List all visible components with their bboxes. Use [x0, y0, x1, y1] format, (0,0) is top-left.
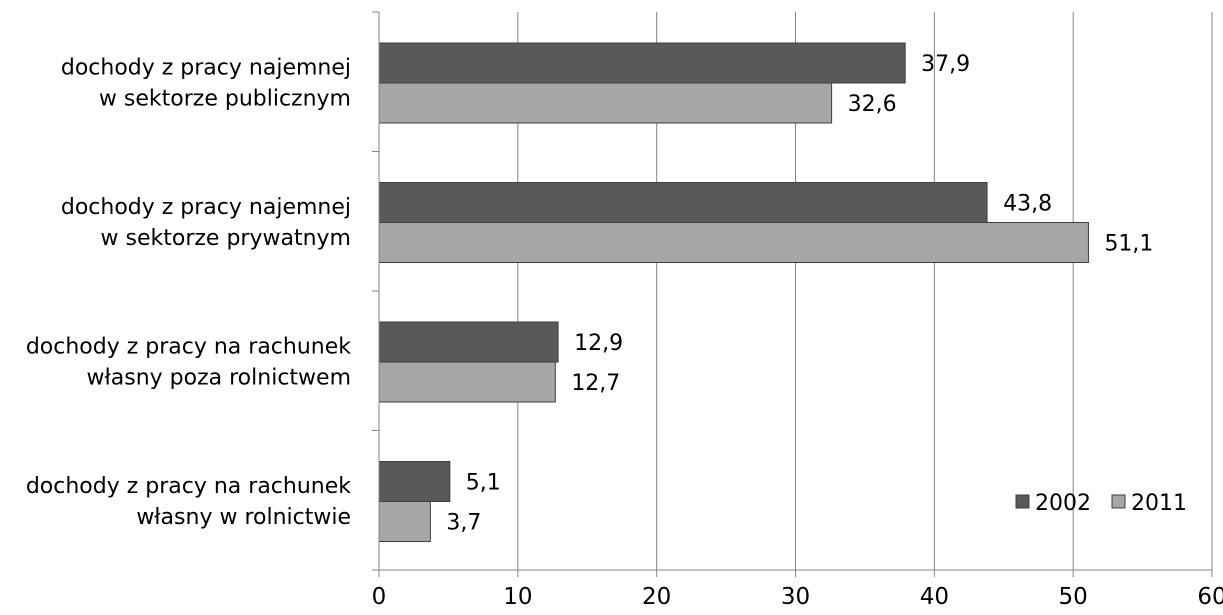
data-label: 43,8 — [1003, 192, 1052, 217]
data-label: 3,7 — [446, 511, 481, 536]
legend-swatch-2002 — [1015, 494, 1030, 509]
bar-2002 — [378, 461, 451, 502]
category-label: dochody z pracy na rachunek — [26, 474, 351, 499]
data-label: 37,9 — [921, 52, 970, 77]
bars — [378, 42, 1089, 542]
category-label: dochody z pracy najemnej — [61, 195, 351, 220]
data-label: 51,1 — [1104, 232, 1153, 257]
category-label: dochody z pracy na rachunek — [26, 334, 351, 359]
bar-2002 — [378, 42, 906, 84]
bar-2011 — [378, 222, 1089, 263]
x-tick-label: 20 — [642, 584, 671, 610]
data-label: 12,9 — [574, 331, 623, 356]
axes: 0 10 20 30 40 50 60 — [372, 11, 1223, 610]
x-tick-label: 50 — [1059, 584, 1088, 610]
bar-2011 — [378, 501, 431, 542]
category-label: w sektorze prywatnym — [101, 226, 351, 251]
x-tick-label: 30 — [781, 584, 810, 610]
bar-2011 — [378, 361, 556, 403]
legend-swatch-2011 — [1111, 494, 1126, 509]
data-label: 5,1 — [466, 471, 501, 496]
labels: dochody z pracy najemnej w sektorze publi… — [26, 52, 1154, 536]
legend-label: 2011 — [1131, 491, 1187, 516]
bar-2002 — [378, 182, 988, 223]
category-label: w sektorze publicznym — [99, 86, 351, 111]
bar-2002 — [378, 321, 559, 363]
bar-2011 — [378, 82, 833, 124]
x-tick-label: 60 — [1197, 584, 1223, 610]
category-label: własny w rolnictwie — [136, 505, 351, 530]
data-label: 32,6 — [848, 92, 897, 117]
x-tick-label: 0 — [372, 584, 387, 610]
x-tick-label: 40 — [920, 584, 949, 610]
category-label: dochody z pracy najemnej — [61, 55, 351, 80]
legend-label: 2002 — [1035, 491, 1091, 516]
category-label: własny poza rolnictwem — [87, 365, 351, 390]
legend: 2002 2011 — [1015, 491, 1187, 516]
data-label: 12,7 — [571, 371, 620, 396]
x-tick-label: 10 — [503, 584, 532, 610]
